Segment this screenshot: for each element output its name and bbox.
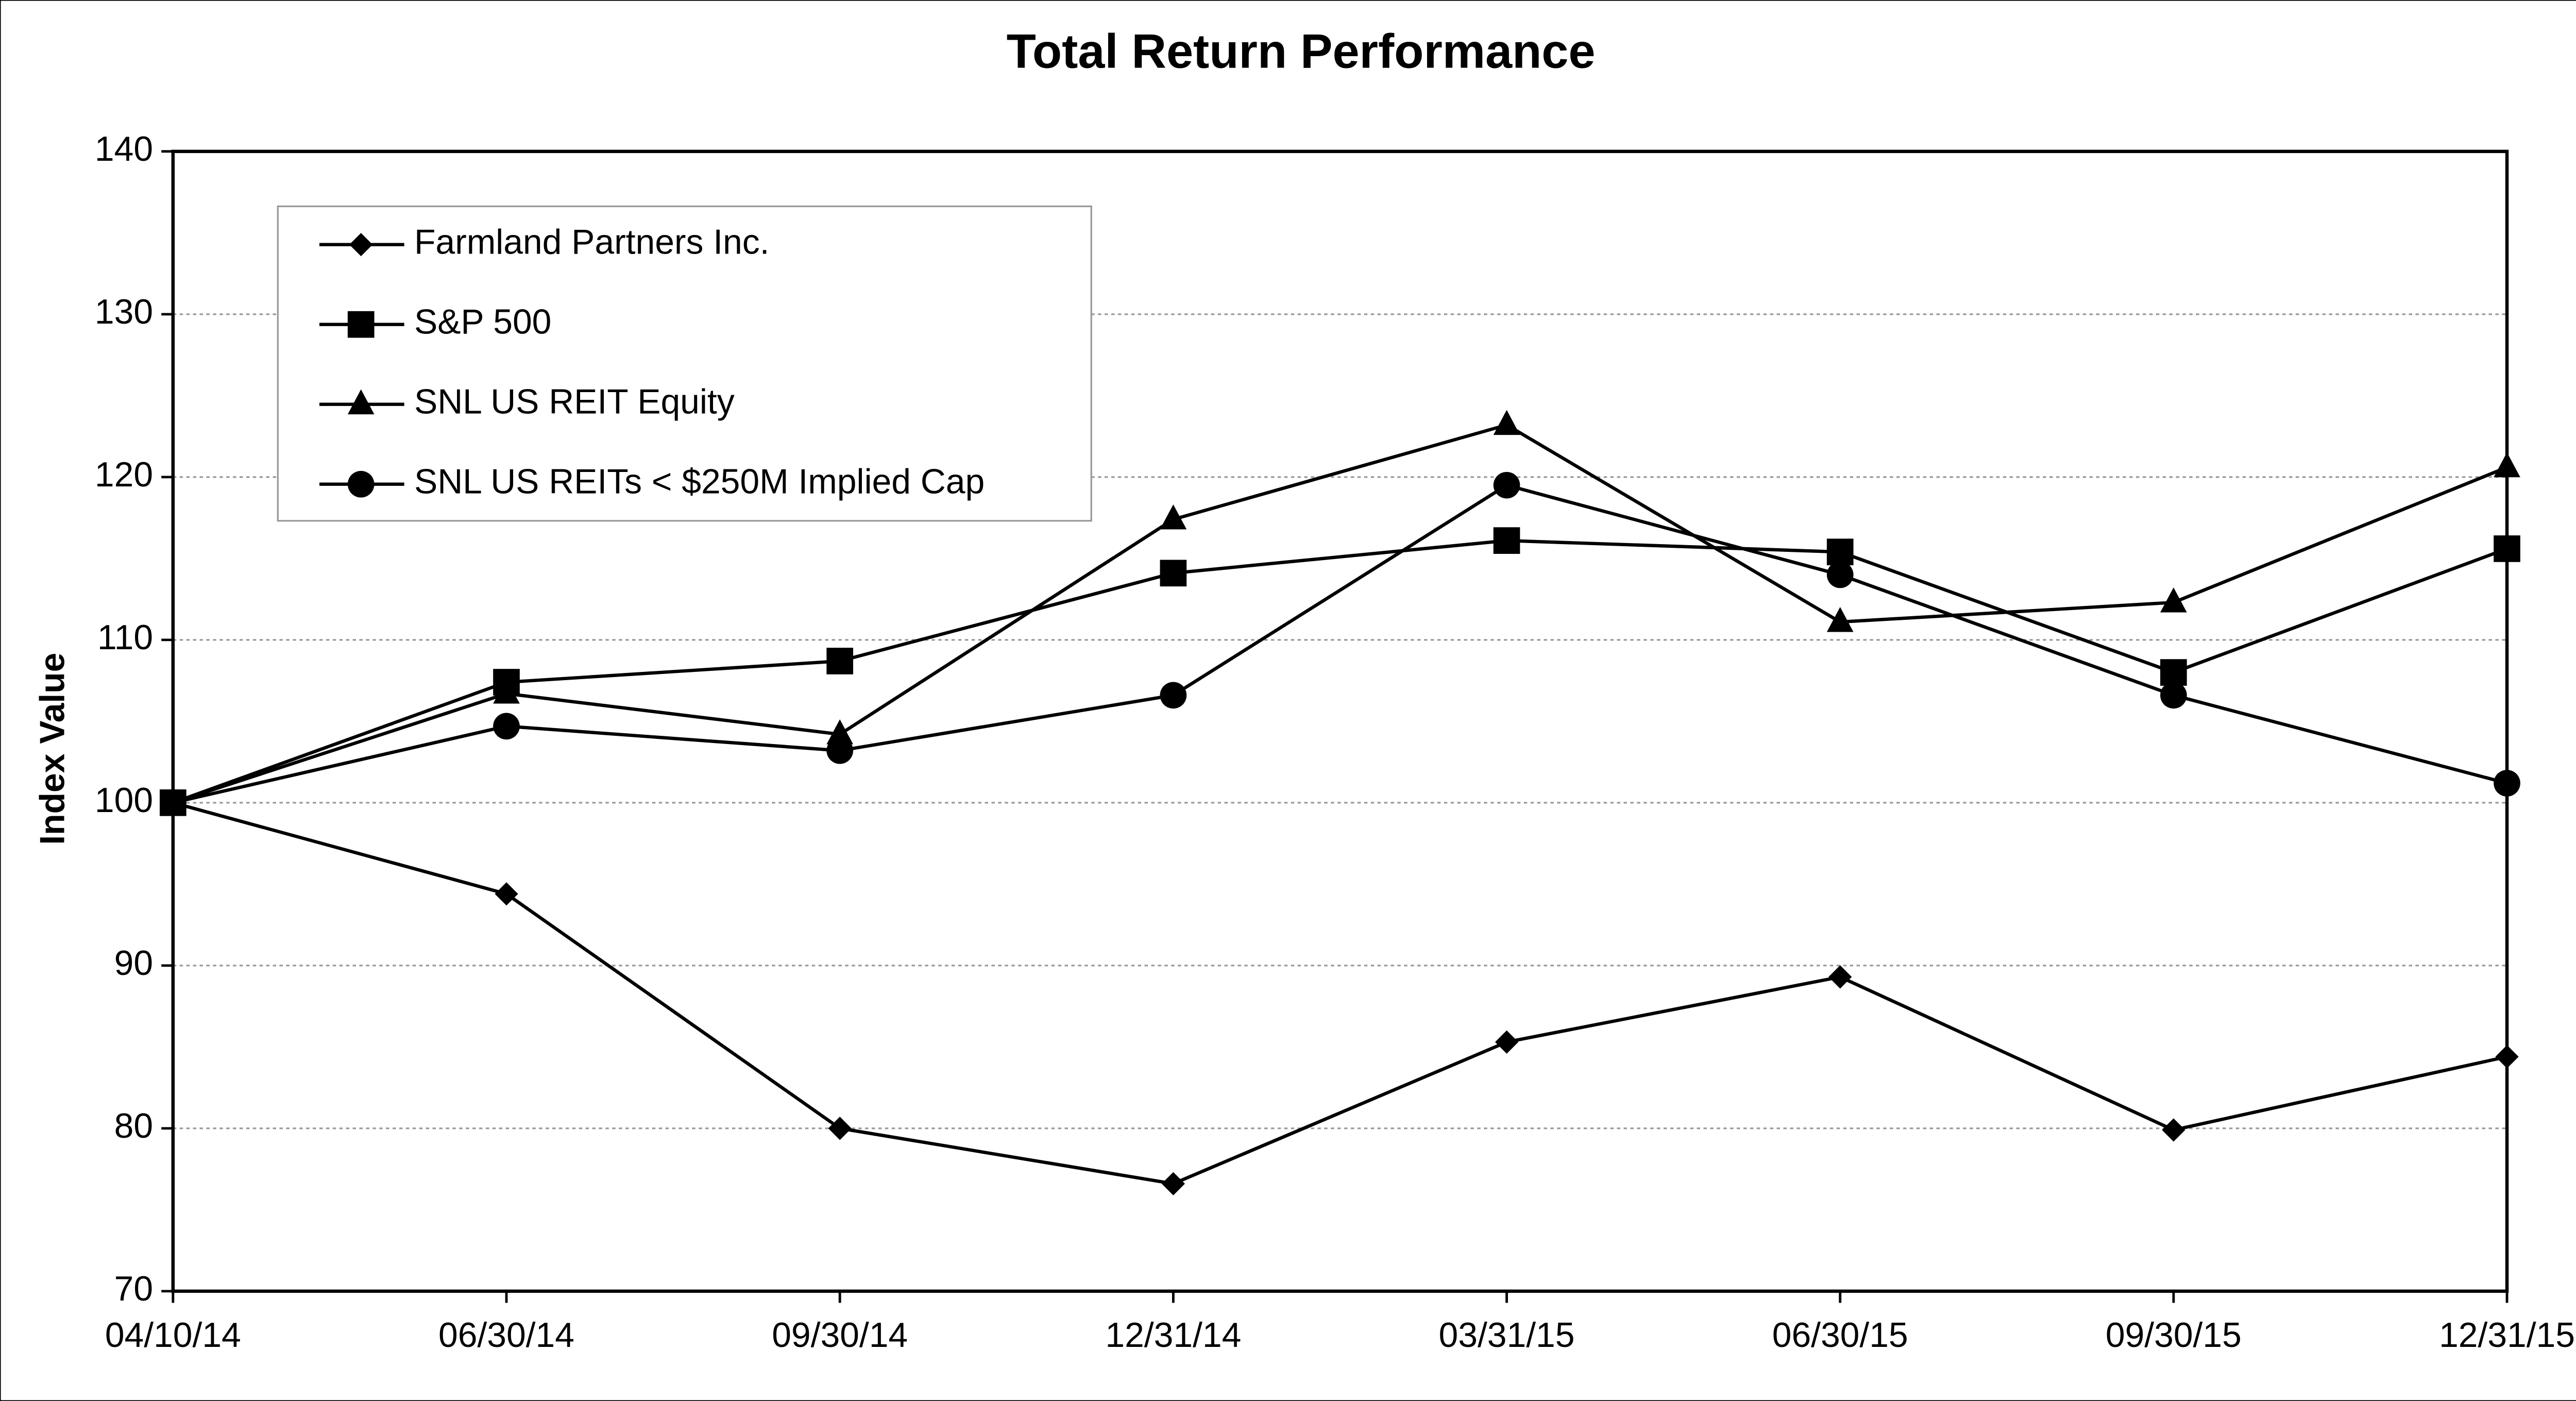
- marker-square: [347, 311, 375, 338]
- x-tick-label: 12/31/15: [2439, 1316, 2575, 1355]
- marker-square: [1826, 538, 1854, 566]
- marker-circle: [347, 470, 375, 498]
- x-tick-label: 04/10/14: [105, 1316, 241, 1355]
- marker-triangle: [493, 679, 520, 704]
- legend-box: [277, 205, 1092, 522]
- y-tick-label: 130: [95, 293, 153, 331]
- series-line: [173, 483, 2507, 805]
- marker-circle: [1826, 561, 1854, 588]
- x-tick-label: 03/31/15: [1439, 1316, 1575, 1355]
- marker-circle: [1160, 682, 1187, 709]
- legend-label: SNL US REIT Equity: [414, 383, 735, 421]
- y-tick-label: 140: [95, 130, 153, 168]
- x-tick-label: 12/31/14: [1105, 1316, 1241, 1355]
- y-tick-label: 80: [114, 1107, 153, 1145]
- marker-circle: [826, 737, 853, 764]
- marker-triangle: [347, 389, 375, 415]
- marker-circle: [1493, 471, 1520, 499]
- marker-triangle: [1160, 504, 1187, 530]
- marker-diamond: [495, 882, 518, 906]
- chart-title: Total Return Performance: [1007, 24, 1596, 78]
- legend-label: Farmland Partners Inc.: [414, 223, 770, 262]
- x-tick-label: 09/30/15: [2106, 1316, 2242, 1355]
- marker-triangle: [1826, 607, 1854, 632]
- marker-circle: [159, 789, 187, 816]
- marker-circle: [2160, 682, 2187, 709]
- legend-label: SNL US REITs < $250M Implied Cap: [414, 463, 985, 501]
- x-tick-label: 06/30/14: [438, 1316, 574, 1355]
- x-tick-label: 09/30/14: [772, 1316, 908, 1355]
- series-line: [172, 538, 2508, 804]
- marker-square: [2494, 535, 2520, 562]
- y-tick-label: 120: [95, 455, 153, 494]
- plot-area: [171, 149, 2509, 1293]
- marker-triangle: [2494, 452, 2520, 478]
- y-axis-label: Index Value: [33, 653, 72, 845]
- marker-triangle: [1493, 410, 1520, 435]
- marker-square: [2160, 659, 2187, 686]
- marker-diamond: [1495, 1030, 1519, 1054]
- marker-triangle: [826, 719, 853, 745]
- series-line: [172, 801, 2507, 1186]
- x-tick-label: 06/30/15: [1772, 1316, 1908, 1355]
- y-tick-label: 110: [97, 618, 153, 657]
- marker-diamond: [1828, 965, 1852, 989]
- marker-square: [1493, 527, 1520, 554]
- y-tick-label: 70: [114, 1270, 153, 1308]
- y-tick-label: 100: [95, 781, 153, 820]
- y-tick-label: 90: [114, 944, 153, 983]
- series-line: [172, 423, 2508, 804]
- marker-diamond: [349, 233, 373, 257]
- marker-square: [1160, 560, 1187, 587]
- marker-circle: [2494, 770, 2520, 797]
- legend-label: S&P 500: [414, 303, 551, 342]
- marker-circle: [493, 713, 520, 740]
- marker-square: [826, 648, 853, 674]
- marker-triangle: [2160, 587, 2187, 613]
